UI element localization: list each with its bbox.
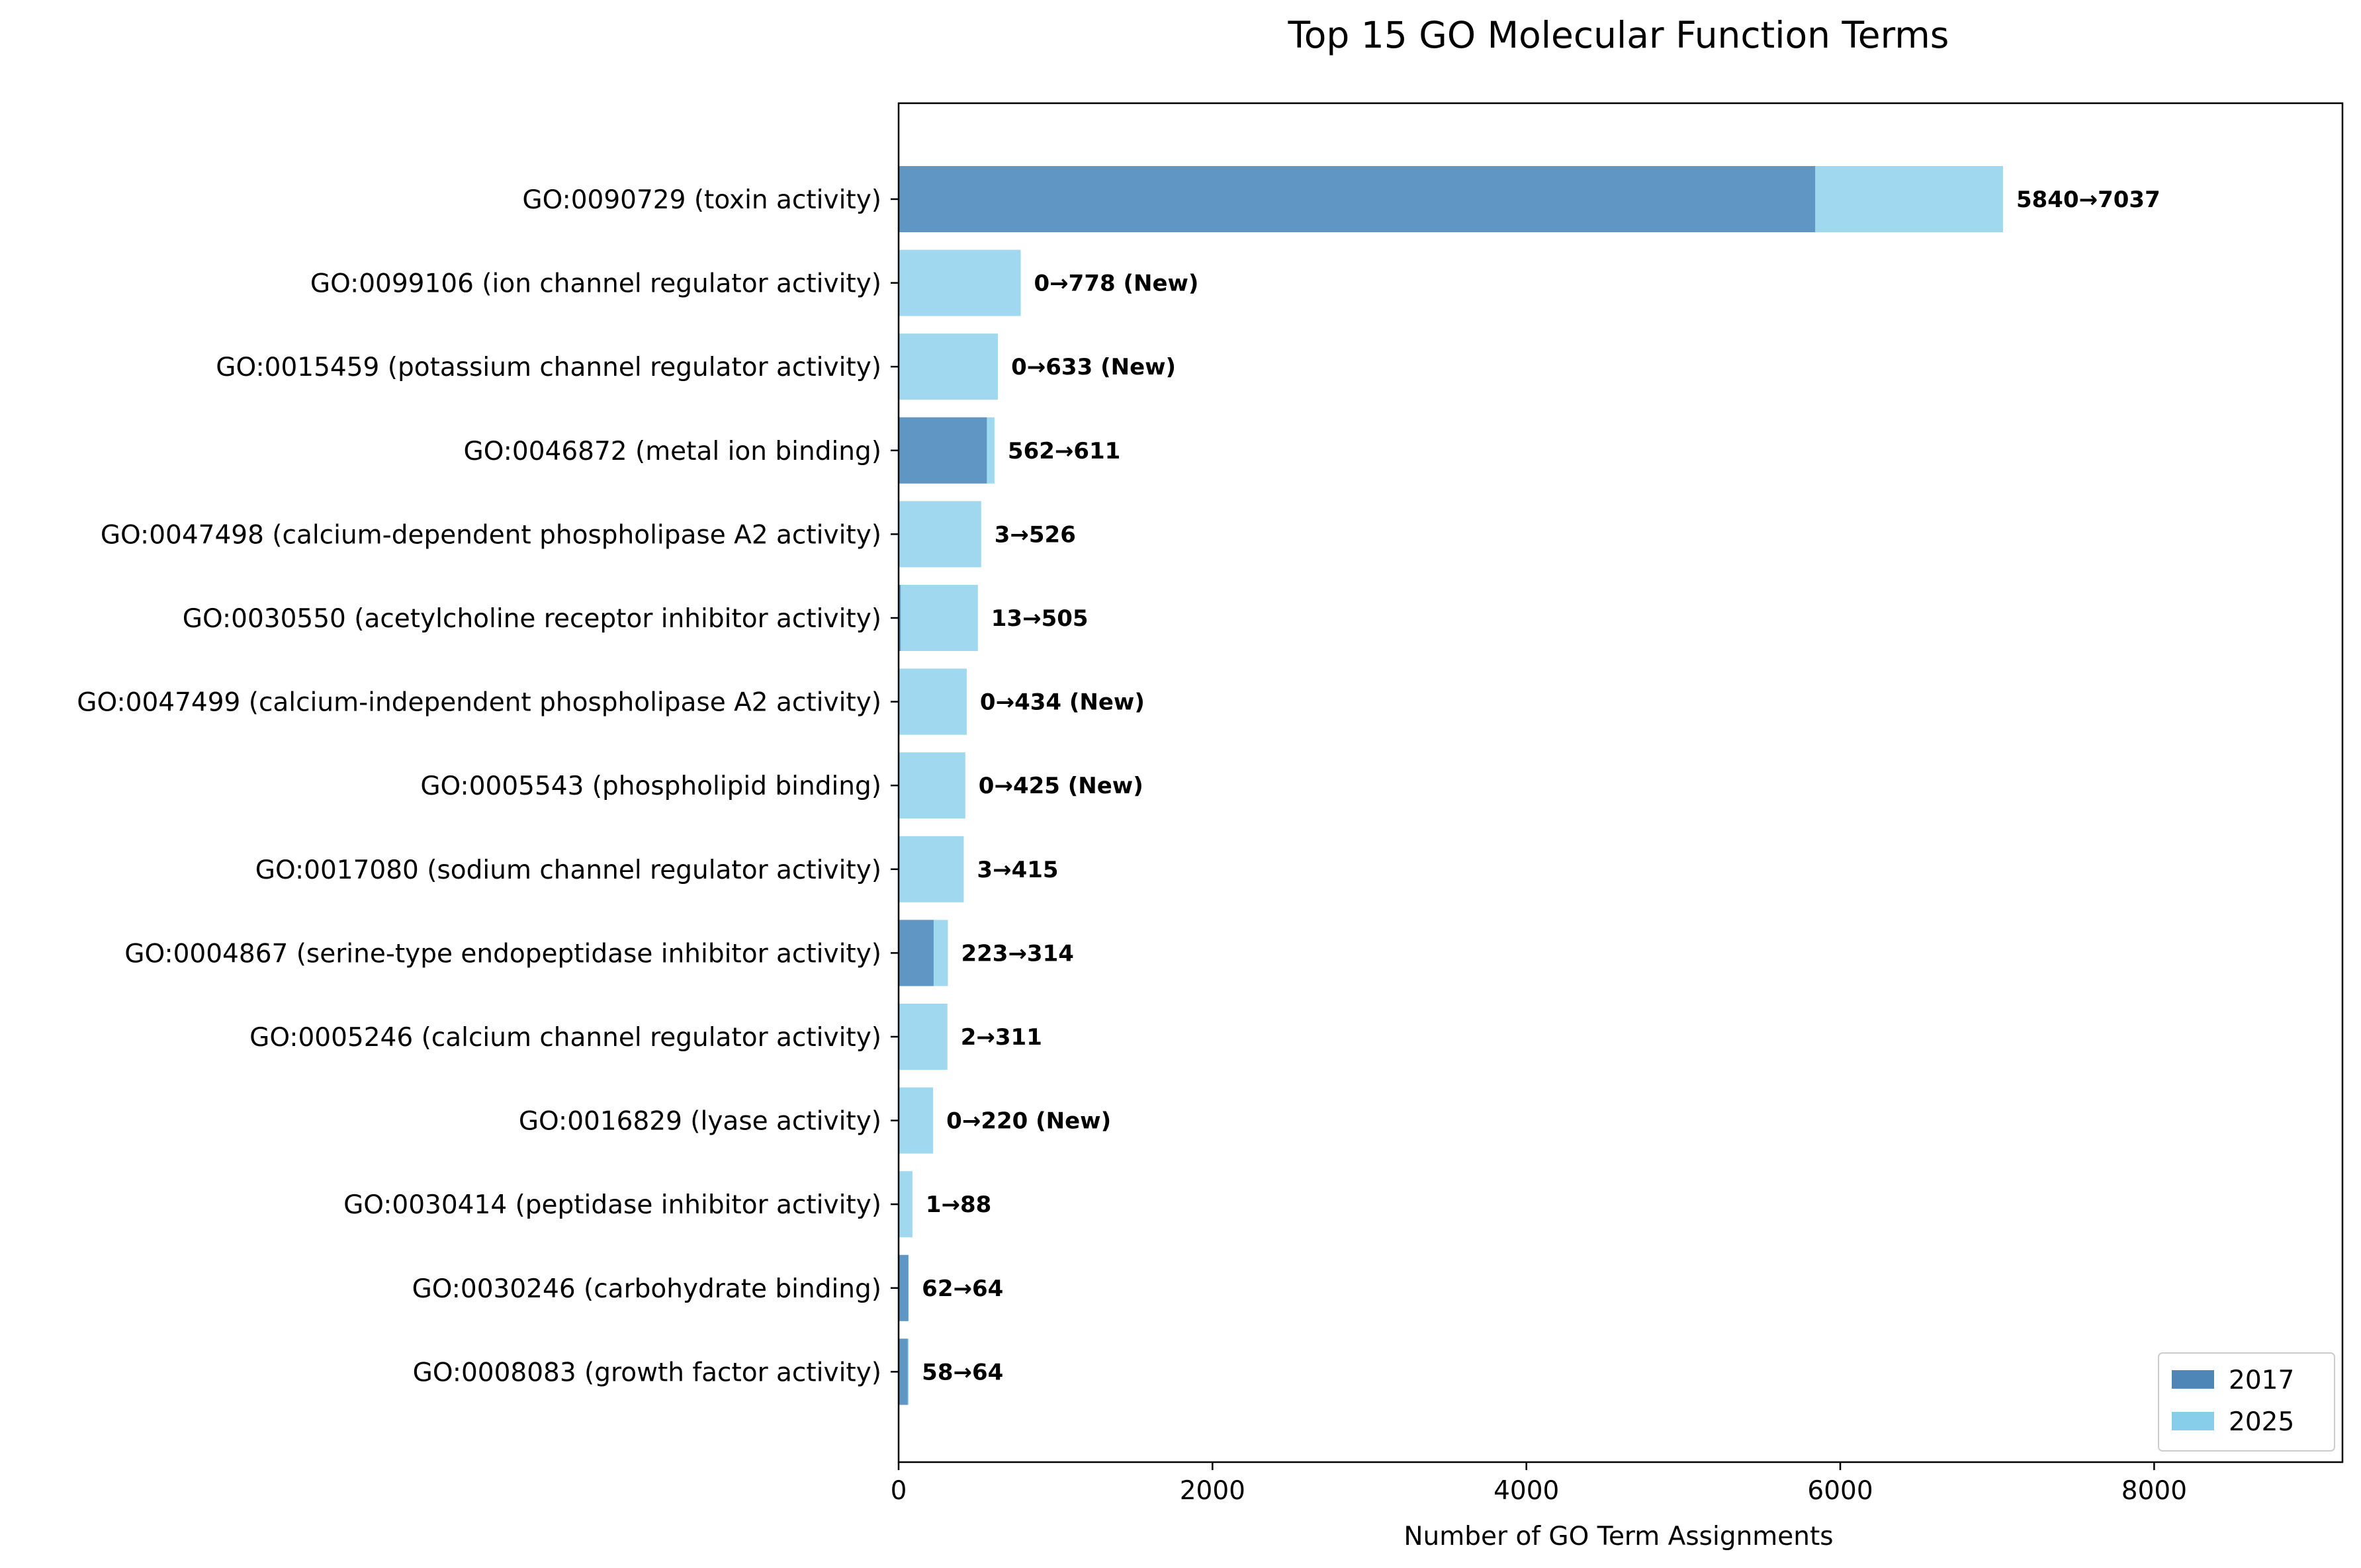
x-tick-label-1: 2000 bbox=[1180, 1476, 1245, 1506]
category-label-5: GO:0030550 (acetylcholine receptor inhib… bbox=[183, 604, 881, 634]
legend: 2017 2025 bbox=[2158, 1352, 2335, 1452]
x-tick-label-3: 6000 bbox=[1807, 1476, 1873, 1506]
data-label-11: 0→220 (New) bbox=[946, 1108, 1111, 1135]
bar-2025-1 bbox=[899, 249, 1021, 316]
data-label-10: 2→311 bbox=[961, 1024, 1042, 1051]
bar-2025-7 bbox=[899, 752, 965, 819]
category-label-8: GO:0017080 (sodium channel regulator act… bbox=[255, 855, 881, 885]
category-label-10: GO:0005246 (calcium channel regulator ac… bbox=[249, 1023, 881, 1053]
data-label-8: 3→415 bbox=[977, 857, 1058, 883]
data-label-2: 0→633 (New) bbox=[1011, 354, 1176, 380]
x-tick-label-0: 0 bbox=[891, 1476, 907, 1506]
category-labels: GO:0090729 (toxin activity) GO:0099106 (i… bbox=[77, 185, 899, 1387]
bar-2025-10 bbox=[899, 1004, 948, 1070]
category-label-9: GO:0004867 (serine-type endopeptidase in… bbox=[124, 939, 881, 969]
data-label-3: 562→611 bbox=[1008, 438, 1120, 464]
data-label-5: 13→505 bbox=[991, 605, 1089, 632]
category-label-6: GO:0047499 (calcium-independent phosphol… bbox=[77, 688, 881, 718]
bar-2017-0 bbox=[899, 166, 1816, 232]
category-label-4: GO:0047498 (calcium-dependent phospholip… bbox=[101, 520, 881, 550]
bar-2025-6 bbox=[899, 668, 967, 735]
x-axis-ticks: 0 2000 4000 6000 8000 bbox=[891, 1462, 2187, 1506]
data-label-9: 223→314 bbox=[961, 940, 1073, 967]
category-label-2: GO:0015459 (potassium channel regulator … bbox=[216, 353, 881, 382]
legend-swatch-2025 bbox=[2172, 1412, 2214, 1430]
legend-label-2025: 2025 bbox=[2229, 1407, 2294, 1437]
series-2017-bars bbox=[899, 166, 1816, 1405]
category-label-11: GO:0016829 (lyase activity) bbox=[519, 1107, 881, 1137]
data-label-1: 0→778 (New) bbox=[1034, 271, 1199, 297]
data-label-6: 0→434 (New) bbox=[980, 689, 1145, 716]
x-tick-label-4: 8000 bbox=[2121, 1476, 2187, 1506]
bar-2025-2 bbox=[899, 333, 999, 400]
data-label-7: 0→425 (New) bbox=[979, 773, 1143, 799]
data-label-4: 3→526 bbox=[995, 521, 1076, 548]
plot-frame bbox=[897, 102, 2344, 1463]
category-label-13: GO:0030246 (carbohydrate binding) bbox=[412, 1274, 881, 1304]
category-label-14: GO:0008083 (growth factor activity) bbox=[413, 1358, 881, 1387]
bar-2017-13 bbox=[899, 1254, 909, 1321]
bar-2025-12 bbox=[899, 1171, 913, 1238]
bar-2025-11 bbox=[899, 1087, 934, 1154]
legend-label-2017: 2017 bbox=[2229, 1366, 2294, 1395]
bar-2017-5 bbox=[899, 585, 901, 651]
bar-2017-3 bbox=[899, 417, 987, 484]
chart-title: Top 15 GO Molecular Function Terms bbox=[1288, 14, 1949, 56]
bar-2025-5 bbox=[899, 585, 978, 651]
category-label-0: GO:0090729 (toxin activity) bbox=[522, 185, 881, 215]
x-tick-label-2: 4000 bbox=[1493, 1476, 1559, 1506]
data-label-0: 5840→7037 bbox=[2016, 187, 2161, 213]
bar-2025-4 bbox=[899, 501, 981, 568]
category-label-12: GO:0030414 (peptidase inhibitor activity… bbox=[343, 1190, 881, 1220]
category-label-3: GO:0046872 (metal ion binding) bbox=[464, 437, 881, 466]
data-label-13: 62→64 bbox=[922, 1276, 1003, 1302]
data-label-12: 1→88 bbox=[926, 1192, 991, 1218]
category-label-7: GO:0005543 (phospholipid binding) bbox=[420, 771, 881, 801]
legend-swatch-2017 bbox=[2172, 1370, 2214, 1389]
bar-2017-9 bbox=[899, 920, 934, 986]
category-label-1: GO:0099106 (ion channel regulator activi… bbox=[310, 269, 881, 299]
data-labels: 5840→7037 0→778 (New) 0→633 (New) 562→611 3→… bbox=[922, 187, 2161, 1385]
x-axis-label: Number of GO Term Assignments bbox=[1403, 1522, 1833, 1551]
data-label-14: 58→64 bbox=[922, 1359, 1003, 1385]
bar-2025-8 bbox=[899, 836, 964, 902]
bar-2017-14 bbox=[899, 1338, 908, 1405]
